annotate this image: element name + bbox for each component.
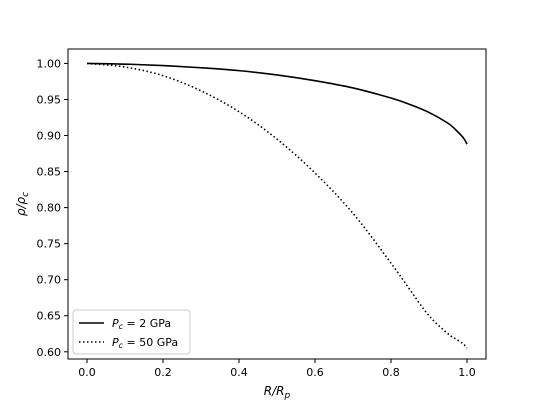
- x-tick-label: 0.0: [78, 366, 96, 379]
- y-axis-ticks: 0.60 0.65 0.70 0.75 0.80 0.85 0.90 0.95 1.00: [37, 57, 68, 359]
- y-axis-label: ρ/ρc: [14, 192, 31, 216]
- x-tick-label: 0.8: [382, 366, 400, 379]
- legend-entry-50gpa: Pc = 50 GPa: [112, 336, 178, 350]
- y-tick-label: 0.95: [37, 93, 62, 106]
- y-tick-label: 0.85: [37, 166, 62, 179]
- y-tick-label: 0.60: [37, 346, 62, 359]
- series-layer: [86, 62, 468, 349]
- y-tick-label: 0.70: [37, 274, 62, 287]
- x-axis-label: R/Rp: [264, 384, 291, 401]
- y-tick-label: 1.00: [37, 57, 62, 70]
- plot-frame: [67, 48, 487, 360]
- legend-box: [72, 309, 191, 355]
- x-tick-label: 1.0: [458, 366, 476, 379]
- y-tick-label: 0.75: [37, 238, 62, 251]
- series-line-0: [86, 62, 468, 145]
- y-tick-label: 0.80: [37, 202, 62, 215]
- x-tick-label: 0.4: [230, 366, 248, 379]
- series-line-1: [86, 62, 468, 349]
- y-tick-label: 0.90: [37, 130, 62, 143]
- x-axis-ticks: 0.0 0.2 0.4 0.6 0.8 1.0: [78, 359, 476, 379]
- legend-entry-2gpa: Pc = 2 GPa: [112, 317, 171, 331]
- x-tick-label: 0.2: [154, 366, 172, 379]
- y-tick-label: 0.65: [37, 310, 62, 323]
- x-tick-label: 0.6: [306, 366, 324, 379]
- legend: Pc = 2 GPa Pc = 50 GPa: [72, 309, 191, 355]
- plot-area: [68, 49, 486, 359]
